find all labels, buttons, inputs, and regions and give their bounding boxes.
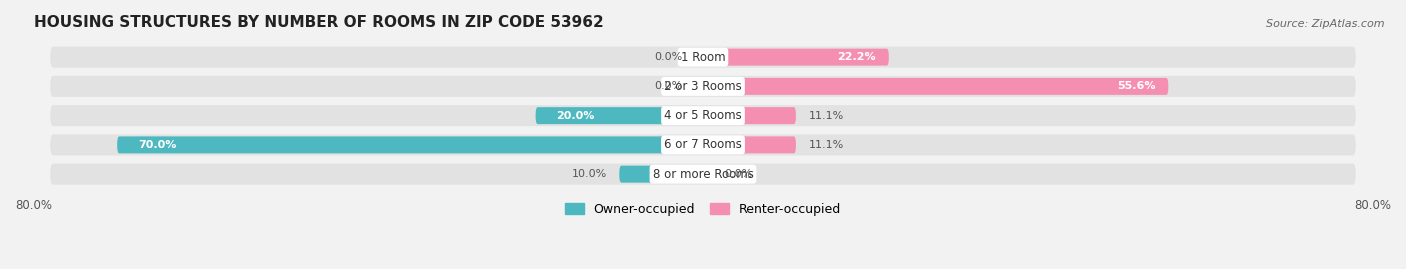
Text: 11.1%: 11.1% [808, 111, 844, 121]
Text: 0.0%: 0.0% [654, 82, 682, 91]
FancyBboxPatch shape [117, 136, 703, 153]
Text: 0.0%: 0.0% [724, 169, 752, 179]
FancyBboxPatch shape [703, 49, 889, 66]
Text: 4 or 5 Rooms: 4 or 5 Rooms [664, 109, 742, 122]
Text: 2 or 3 Rooms: 2 or 3 Rooms [664, 80, 742, 93]
Text: HOUSING STRUCTURES BY NUMBER OF ROOMS IN ZIP CODE 53962: HOUSING STRUCTURES BY NUMBER OF ROOMS IN… [34, 15, 603, 30]
FancyBboxPatch shape [536, 107, 703, 124]
FancyBboxPatch shape [51, 134, 1355, 155]
FancyBboxPatch shape [51, 164, 1355, 185]
Text: 10.0%: 10.0% [571, 169, 607, 179]
Text: 70.0%: 70.0% [138, 140, 177, 150]
FancyBboxPatch shape [703, 78, 1168, 95]
Text: 22.2%: 22.2% [838, 52, 876, 62]
FancyBboxPatch shape [51, 105, 1355, 126]
FancyBboxPatch shape [619, 166, 703, 183]
Text: 20.0%: 20.0% [557, 111, 595, 121]
Text: 1 Room: 1 Room [681, 51, 725, 64]
FancyBboxPatch shape [703, 107, 796, 124]
FancyBboxPatch shape [51, 47, 1355, 68]
Text: 6 or 7 Rooms: 6 or 7 Rooms [664, 138, 742, 151]
Text: 0.0%: 0.0% [654, 52, 682, 62]
Text: 11.1%: 11.1% [808, 140, 844, 150]
FancyBboxPatch shape [703, 136, 796, 153]
FancyBboxPatch shape [51, 76, 1355, 97]
Text: Source: ZipAtlas.com: Source: ZipAtlas.com [1267, 19, 1385, 29]
Text: 55.6%: 55.6% [1118, 82, 1156, 91]
Text: 8 or more Rooms: 8 or more Rooms [652, 168, 754, 181]
Legend: Owner-occupied, Renter-occupied: Owner-occupied, Renter-occupied [560, 198, 846, 221]
